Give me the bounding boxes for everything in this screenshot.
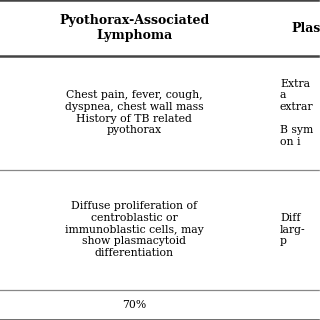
Text: Plasm: Plasm — [291, 21, 320, 35]
Text: Chest pain, fever, cough,
dyspnea, chest wall mass
History of TB related
pyothor: Chest pain, fever, cough, dyspnea, chest… — [65, 90, 204, 135]
Text: Pyothorax-Associated
Lymphoma: Pyothorax-Associated Lymphoma — [59, 14, 210, 42]
Text: Diffuse proliferation of
centroblastic or
immunoblastic cells, may
show plasmacy: Diffuse proliferation of centroblastic o… — [65, 201, 204, 258]
Text: 70%: 70% — [122, 300, 147, 310]
Text: Diff
larg-
p: Diff larg- p — [280, 213, 306, 246]
Text: Extra
a
extrar

B sym
on i: Extra a extrar B sym on i — [280, 79, 314, 147]
